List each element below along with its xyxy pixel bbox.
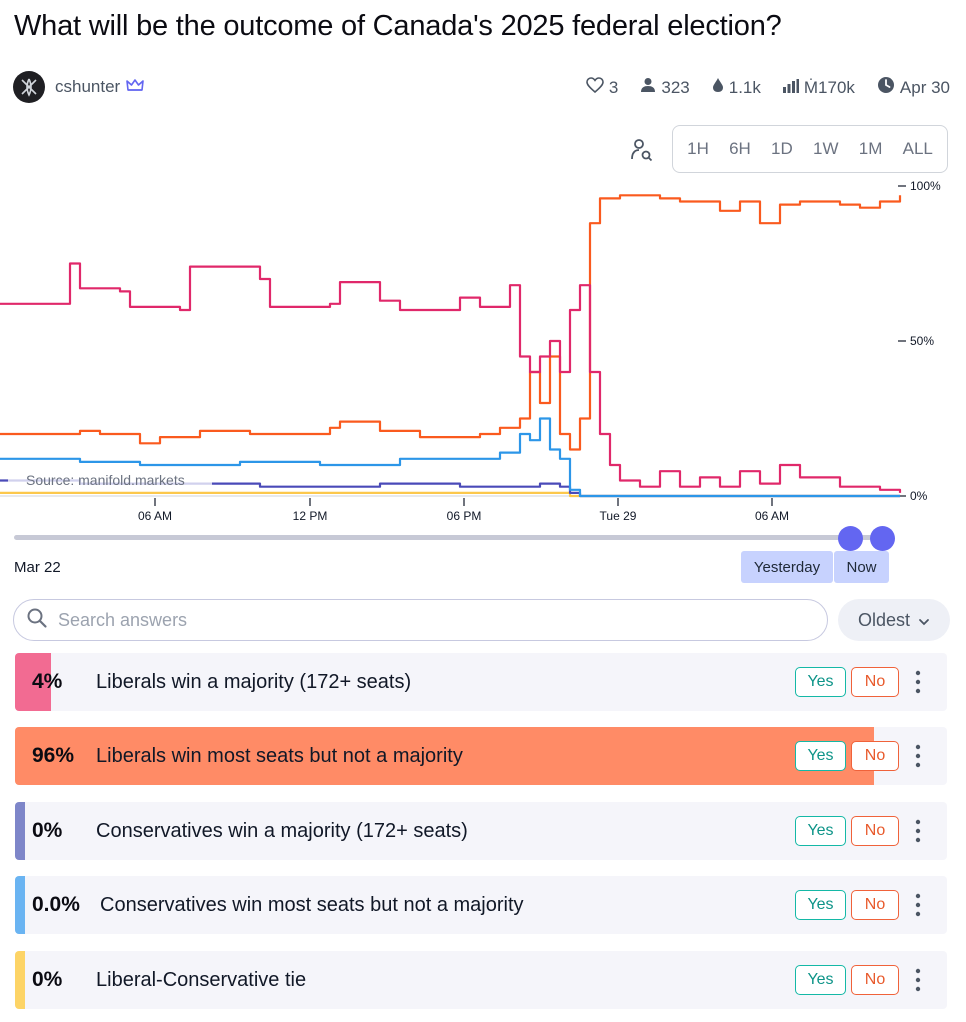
volume-stat: Ṁ170k xyxy=(782,77,855,98)
yes-button[interactable]: Yes xyxy=(795,816,846,846)
market-stats: 3 323 1.1k Ṁ170k Apr 30 xyxy=(586,76,950,99)
answer-text: Conservatives win most seats but not a m… xyxy=(100,894,524,916)
range-button-6h[interactable]: 6H xyxy=(729,139,751,158)
x-tick-label: Tue 29 xyxy=(600,509,637,523)
no-button[interactable]: No xyxy=(851,741,899,771)
yes-button[interactable]: Yes xyxy=(795,890,846,920)
range-button-all[interactable]: ALL xyxy=(902,139,933,158)
more-options-icon[interactable] xyxy=(911,967,925,993)
probability-bar xyxy=(15,653,51,711)
y-tick-label: 100% xyxy=(910,179,941,193)
no-button[interactable]: No xyxy=(851,816,899,846)
slider-start-handle[interactable] xyxy=(838,526,863,551)
probability-bar xyxy=(15,876,25,934)
answer-row[interactable]: 0.0% Conservatives win most seats but not… xyxy=(15,876,947,934)
answer-probability: 0.0% xyxy=(32,893,80,916)
clock-icon xyxy=(877,76,895,99)
answer-text: Liberal-Conservative tie xyxy=(96,969,307,991)
traders-count: 323 xyxy=(661,77,690,97)
person-icon xyxy=(640,77,656,98)
answer-probability: 96% xyxy=(32,744,75,767)
y-tick-label: 0% xyxy=(910,489,928,503)
no-button[interactable]: No xyxy=(851,965,899,995)
range-button-1h[interactable]: 1H xyxy=(687,139,709,158)
range-button-1m[interactable]: 1M xyxy=(858,139,883,158)
likes-stat[interactable]: 3 xyxy=(586,77,618,98)
series-line xyxy=(0,491,900,498)
answer-probability: 4% xyxy=(32,670,63,693)
page-title: What will be the outcome of Canada's 202… xyxy=(14,10,782,42)
x-tick-label: 06 AM xyxy=(138,509,172,523)
time-range-selector: 1H 6H 1D 1W 1M ALL xyxy=(672,125,948,173)
series-line xyxy=(0,194,902,451)
time-slider-track[interactable] xyxy=(14,535,880,540)
volume-amount: Ṁ170k xyxy=(803,77,855,97)
likes-count: 3 xyxy=(608,77,619,97)
more-options-icon[interactable] xyxy=(911,669,925,695)
search-bar[interactable] xyxy=(13,599,828,641)
bar-chart-icon xyxy=(782,78,799,98)
traders-stat: 323 xyxy=(640,77,690,98)
heart-icon xyxy=(586,77,604,98)
search-icon xyxy=(26,607,48,634)
x-tick-label: 06 AM xyxy=(755,509,789,523)
author-name[interactable]: cshunter xyxy=(55,77,121,96)
no-button[interactable]: No xyxy=(851,667,899,697)
close-date: Apr 30 xyxy=(899,77,950,97)
chevron-down-icon xyxy=(918,610,930,631)
more-options-icon[interactable] xyxy=(911,892,925,918)
range-button-1d[interactable]: 1D xyxy=(771,139,793,158)
manifold-logo-icon[interactable] xyxy=(13,71,45,103)
yes-button[interactable]: Yes xyxy=(795,965,846,995)
probability-bar xyxy=(15,802,25,860)
answer-text: Liberals win most seats but not a majori… xyxy=(96,745,463,767)
yes-button[interactable]: Yes xyxy=(795,741,846,771)
tips-stat: 1.1k xyxy=(712,77,761,98)
range-button-1w[interactable]: 1W xyxy=(813,139,839,158)
probability-chart[interactable]: 100% 50% 0% 06 AM 12 PM 06 PM Tue 29 06 AM Sourc… xyxy=(0,178,966,528)
probability-bar xyxy=(15,727,874,785)
author-info[interactable]: cshunter xyxy=(13,71,145,103)
tips-count: 1.1k xyxy=(728,77,761,97)
answer-text: Conservatives win a majority (172+ seats… xyxy=(96,820,468,842)
watermark-bg xyxy=(8,470,212,490)
series-line xyxy=(0,417,900,498)
answer-text: Liberals win a majority (172+ seats) xyxy=(96,671,412,693)
sort-label: Oldest xyxy=(857,609,911,630)
close-date-stat[interactable]: Apr 30 xyxy=(877,76,950,99)
search-input[interactable] xyxy=(56,608,760,632)
chart-watermark: Source: manifold.markets xyxy=(26,472,185,488)
slider-start-date: Mar 22 xyxy=(14,559,61,576)
crown-icon xyxy=(126,78,145,97)
more-options-icon[interactable] xyxy=(911,743,925,769)
answer-row[interactable]: 4% Liberals win a majority (172+ seats) Ye… xyxy=(15,653,947,711)
yes-button[interactable]: Yes xyxy=(795,667,846,697)
x-tick-label: 06 PM xyxy=(447,509,482,523)
more-options-icon[interactable] xyxy=(911,818,925,844)
sort-dropdown[interactable]: Oldest xyxy=(838,599,950,641)
slider-end-handle[interactable] xyxy=(870,526,895,551)
answer-probability: 0% xyxy=(32,819,63,842)
droplet-icon xyxy=(712,77,724,98)
probability-bar xyxy=(15,951,25,1009)
answer-row[interactable]: 0% Conservatives win a majority (172+ sea… xyxy=(15,802,947,860)
no-button[interactable]: No xyxy=(851,890,899,920)
user-search-icon[interactable] xyxy=(628,137,656,165)
now-chip[interactable]: Now xyxy=(834,551,889,583)
x-tick-label: 12 PM xyxy=(293,509,328,523)
answer-probability: 0% xyxy=(32,968,63,991)
answer-row[interactable]: 96% Liberals win most seats but not a maj… xyxy=(15,727,947,785)
yesterday-chip[interactable]: Yesterday xyxy=(741,551,833,583)
answer-row[interactable]: 0% Liberal-Conservative tie Yes No xyxy=(15,951,947,1009)
series-line xyxy=(0,262,902,493)
y-tick-label: 50% xyxy=(910,334,934,348)
